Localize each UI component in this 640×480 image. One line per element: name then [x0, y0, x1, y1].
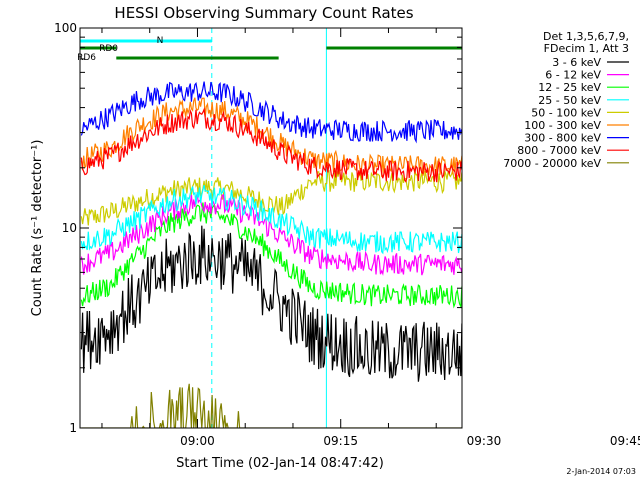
legend-header-line-2: FDecim 1, Att 3: [544, 42, 629, 55]
series-line-3: [80, 184, 462, 255]
legend: Det 1,3,5,6,7,9, FDecim 1, Att 3 3 - 6 k…: [503, 30, 629, 170]
legend-label-4: 50 - 100 keV: [531, 106, 601, 119]
legend-label-8: 7000 - 20000 keV: [503, 157, 601, 170]
legend-label-5: 100 - 300 keV: [524, 119, 601, 132]
chart-title: HESSI Observing Summary Count Rates: [114, 4, 413, 22]
legend-label-3: 25 - 50 keV: [538, 94, 601, 107]
x-tick-label-0: 09:00: [180, 434, 215, 448]
flag-label-2: RD6: [77, 53, 96, 63]
x-tick-label-3: 09:45: [610, 434, 640, 448]
x-tick-label-1: 09:15: [323, 434, 358, 448]
legend-label-7: 800 - 7000 keV: [517, 144, 601, 157]
y-axis-label: Count Rate (s⁻¹ detector⁻¹): [30, 140, 45, 317]
y-tick-label-2: 100: [54, 21, 77, 35]
y-tick-label-1: 10: [62, 221, 77, 235]
series-line-4: [80, 169, 462, 226]
x-tick-label-2: 09:30: [467, 434, 502, 448]
legend-label-0: 3 - 6 keV: [552, 56, 601, 69]
axes: Start Time (02-Jan-14 08:47:42) Count Ra…: [30, 21, 640, 471]
legend-label-6: 300 - 800 keV: [524, 132, 601, 145]
legend-header-line-1: Det 1,3,5,6,7,9,: [543, 30, 629, 43]
y-tick-label-0: 1: [69, 421, 77, 435]
series-line-0: [80, 225, 462, 382]
legend-label-2: 12 - 25 keV: [538, 81, 601, 94]
series-line-7: [80, 107, 462, 183]
series-line-2: [80, 202, 462, 309]
flag-label-1: RD0: [99, 44, 118, 54]
legend-label-1: 6 - 12 keV: [545, 69, 601, 82]
series-line-1: [80, 191, 462, 276]
x-axis-label: Start Time (02-Jan-14 08:47:42): [176, 456, 384, 471]
flag-label-0: N: [157, 36, 164, 46]
series-line-6: [80, 81, 462, 144]
footer-date: 2-Jan-2014 07:03: [566, 467, 636, 476]
plot-area: [80, 28, 462, 428]
